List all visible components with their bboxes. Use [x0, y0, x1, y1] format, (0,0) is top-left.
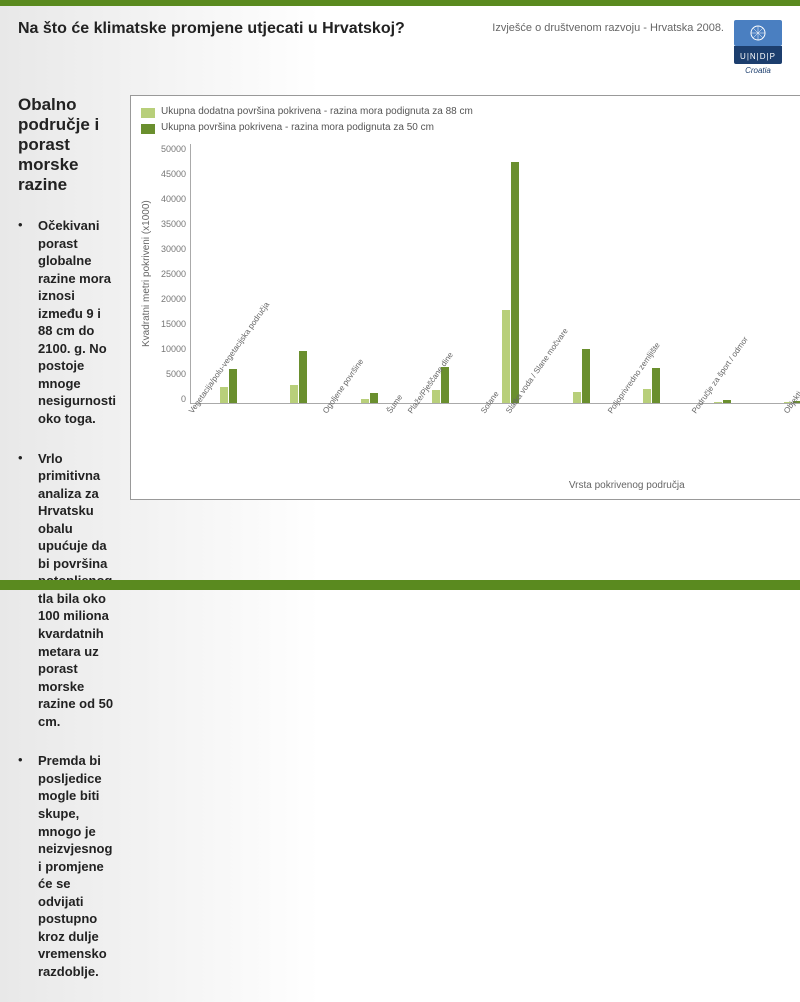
un-emblem-icon	[734, 20, 782, 46]
report-reference: Izvješće o društvenom razvoju - Hrvatska…	[492, 22, 724, 34]
undp-text: U|N|D|P	[734, 46, 782, 64]
page-title: Na što će klimatske promjene utjecati u …	[18, 20, 405, 38]
bottom-accent-bar	[0, 580, 800, 590]
y-axis-label: Kvadratni metri pokriveni (x1000)	[141, 144, 152, 404]
chart-legend: Ukupna dodatna površina pokrivena - razi…	[141, 106, 800, 134]
legend-item: Ukupna površina pokrivena - razina mora …	[141, 122, 800, 134]
bullet-marker: •	[18, 752, 38, 980]
undp-country: Croatia	[734, 66, 782, 75]
bullet-item: •Premda bi posljedice mogle biti skupe, …	[18, 752, 116, 980]
legend-label: Ukupna površina pokrivena - razina mora …	[161, 122, 434, 134]
bullet-text: Očekivani porast globalne razine mora iz…	[38, 217, 116, 428]
y-tick: 50000	[156, 144, 186, 154]
undp-logo: U|N|D|P Croatia	[734, 20, 782, 75]
bar-group	[477, 144, 544, 403]
y-tick: 35000	[156, 219, 186, 229]
bullet-item: •Očekivani porast globalne razine mora i…	[18, 217, 116, 428]
y-tick: 15000	[156, 319, 186, 329]
y-tick: 0	[156, 394, 186, 404]
content: Obalno područje i porast morske razine •…	[0, 83, 800, 1002]
y-tick: 10000	[156, 344, 186, 354]
header: Na što će klimatske promjene utjecati u …	[0, 6, 800, 83]
bullet-marker: •	[18, 217, 38, 428]
chart-container: Ukupna dodatna površina pokrivena - razi…	[130, 95, 800, 500]
legend-swatch	[141, 108, 155, 118]
bar-group	[336, 144, 403, 403]
y-tick: 45000	[156, 169, 186, 179]
legend-label: Ukupna dodatna površina pokrivena - razi…	[161, 106, 473, 118]
left-column: Obalno područje i porast morske razine •…	[18, 95, 116, 1002]
bullet-text: Premda bi posljedice mogle biti skupe, m…	[38, 752, 116, 980]
y-tick: 25000	[156, 269, 186, 279]
y-ticks: 5000045000400003500030000250002000015000…	[156, 144, 186, 404]
bullet-list: •Očekivani porast globalne razine mora i…	[18, 217, 116, 980]
x-labels: Vegetacija/polu-vegetacijska područjaOgo…	[179, 408, 800, 478]
bar	[290, 385, 298, 403]
right-column: Ukupna dodatna površina pokrivena - razi…	[130, 95, 800, 1002]
y-tick: 40000	[156, 194, 186, 204]
section-title: Obalno područje i porast morske razine	[18, 95, 116, 195]
legend-item: Ukupna dodatna površina pokrivena - razi…	[141, 106, 800, 118]
y-tick: 20000	[156, 294, 186, 304]
y-tick: 5000	[156, 369, 186, 379]
bar	[511, 162, 519, 403]
header-right: Izvješće o društvenom razvoju - Hrvatska…	[492, 20, 782, 75]
legend-swatch	[141, 124, 155, 134]
x-axis-title: Vrsta pokrivenog područja	[141, 480, 800, 491]
y-tick: 30000	[156, 244, 186, 254]
